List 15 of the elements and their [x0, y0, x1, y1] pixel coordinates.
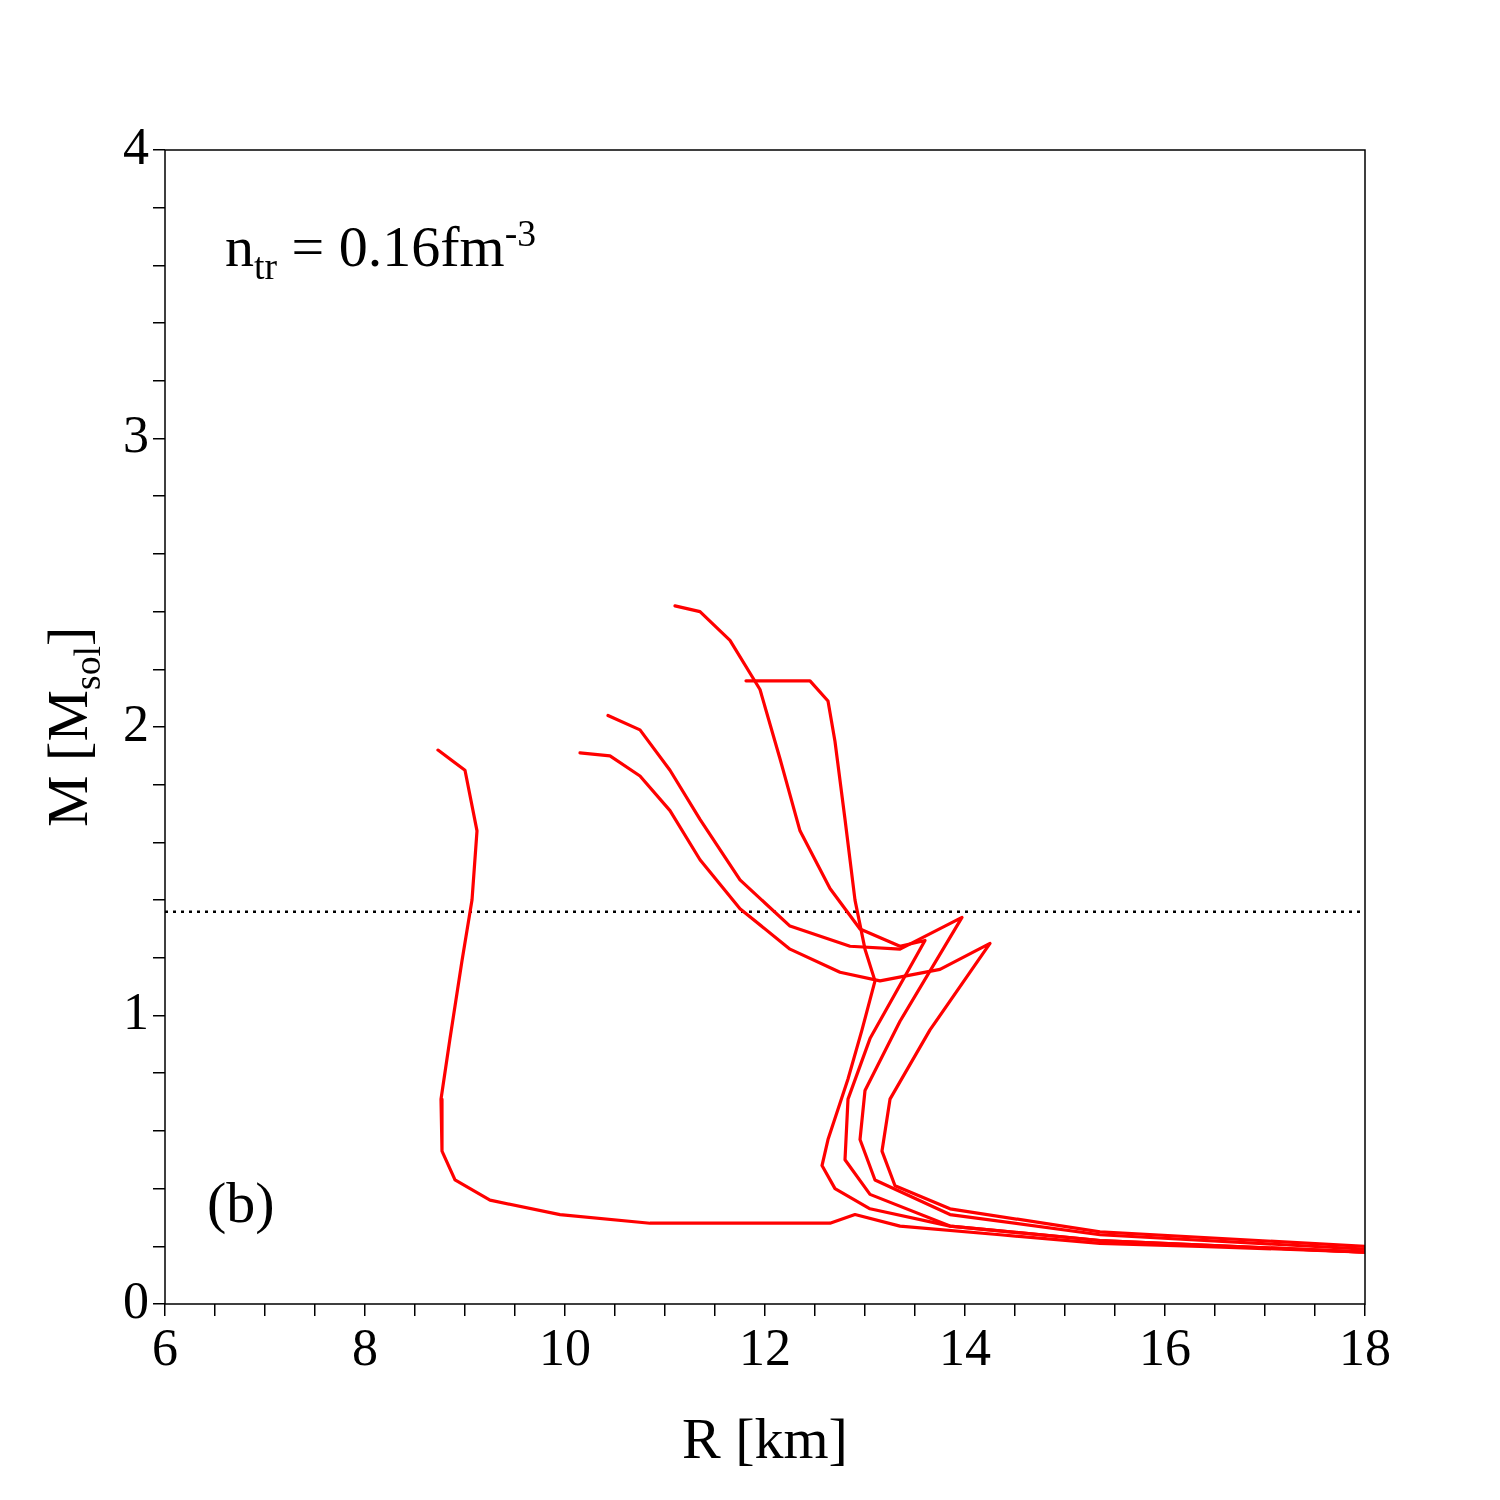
x-tick-label: 8 [352, 1318, 378, 1376]
x-tick-label: 16 [1139, 1318, 1191, 1376]
x-axis-title: R [km] [682, 1406, 848, 1471]
y-tick-label: 4 [123, 117, 149, 175]
y-tick-label: 0 [123, 1271, 149, 1329]
y-tick-label: 3 [123, 406, 149, 464]
x-tick-label: 18 [1339, 1318, 1391, 1376]
x-tick-label: 12 [739, 1318, 791, 1376]
x-tick-label: 6 [152, 1318, 178, 1376]
x-tick-label: 10 [539, 1318, 591, 1376]
x-tick-label: 14 [939, 1318, 991, 1376]
y-tick-label: 2 [123, 694, 149, 752]
y-tick-label: 1 [123, 983, 149, 1041]
annotation: n$_{tr}$ = 0.16fm$^{-3}$ [225, 212, 537, 287]
annotation: (b) [207, 1170, 275, 1235]
